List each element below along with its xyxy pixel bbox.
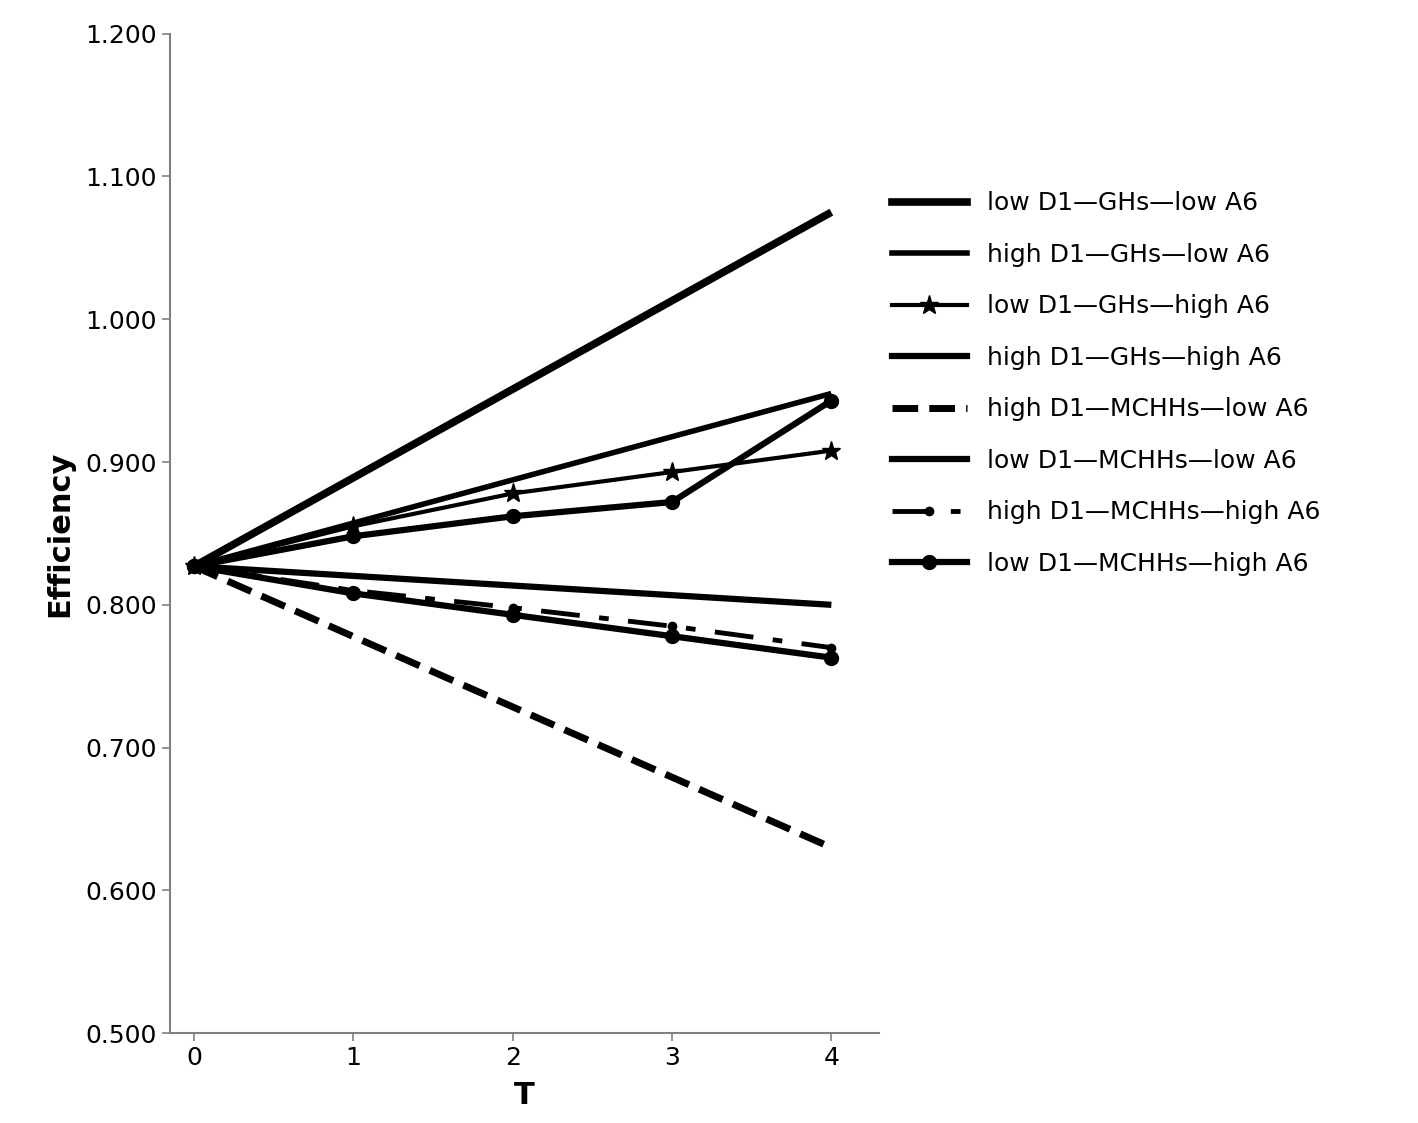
low D1—MCHHs—high A6 — [664, 630, 681, 643]
high D1—GHs—high A6 — [664, 495, 681, 509]
low D1—GHs—high A6 — [186, 559, 203, 573]
low D1—GHs—high A6 — [345, 520, 362, 533]
high D1—GHs—high A6 — [186, 559, 203, 573]
low D1—MCHHs—high A6 — [186, 559, 203, 573]
Line: low D1—GHs—high A6: low D1—GHs—high A6 — [184, 441, 841, 576]
high D1—GHs—high A6 — [822, 394, 839, 408]
low D1—MCHHs—high A6 — [505, 608, 522, 621]
low D1—MCHHs—high A6 — [345, 586, 362, 600]
low D1—GHs—high A6 — [664, 465, 681, 478]
high D1—GHs—high A6 — [505, 510, 522, 523]
high D1—GHs—high A6 — [345, 530, 362, 544]
Y-axis label: Efficiency: Efficiency — [45, 450, 74, 617]
Legend: low D1—GHs—low A6, high D1—GHs—low A6, low D1—GHs—high A6, high D1—GHs—high A6, : low D1—GHs—low A6, high D1—GHs—low A6, l… — [892, 191, 1320, 576]
low D1—GHs—high A6 — [505, 486, 522, 500]
low D1—MCHHs—high A6 — [822, 651, 839, 665]
Line: low D1—MCHHs—high A6: low D1—MCHHs—high A6 — [187, 559, 838, 665]
Line: high D1—MCHHs—high A6: high D1—MCHHs—high A6 — [186, 558, 839, 656]
X-axis label: T: T — [515, 1081, 535, 1111]
high D1—MCHHs—high A6 — [505, 601, 522, 614]
low D1—GHs—high A6 — [822, 444, 839, 457]
high D1—MCHHs—high A6 — [186, 559, 203, 573]
high D1—MCHHs—high A6 — [345, 584, 362, 597]
high D1—MCHHs—high A6 — [664, 620, 681, 633]
Line: high D1—GHs—high A6: high D1—GHs—high A6 — [187, 394, 838, 573]
high D1—MCHHs—high A6 — [822, 641, 839, 655]
